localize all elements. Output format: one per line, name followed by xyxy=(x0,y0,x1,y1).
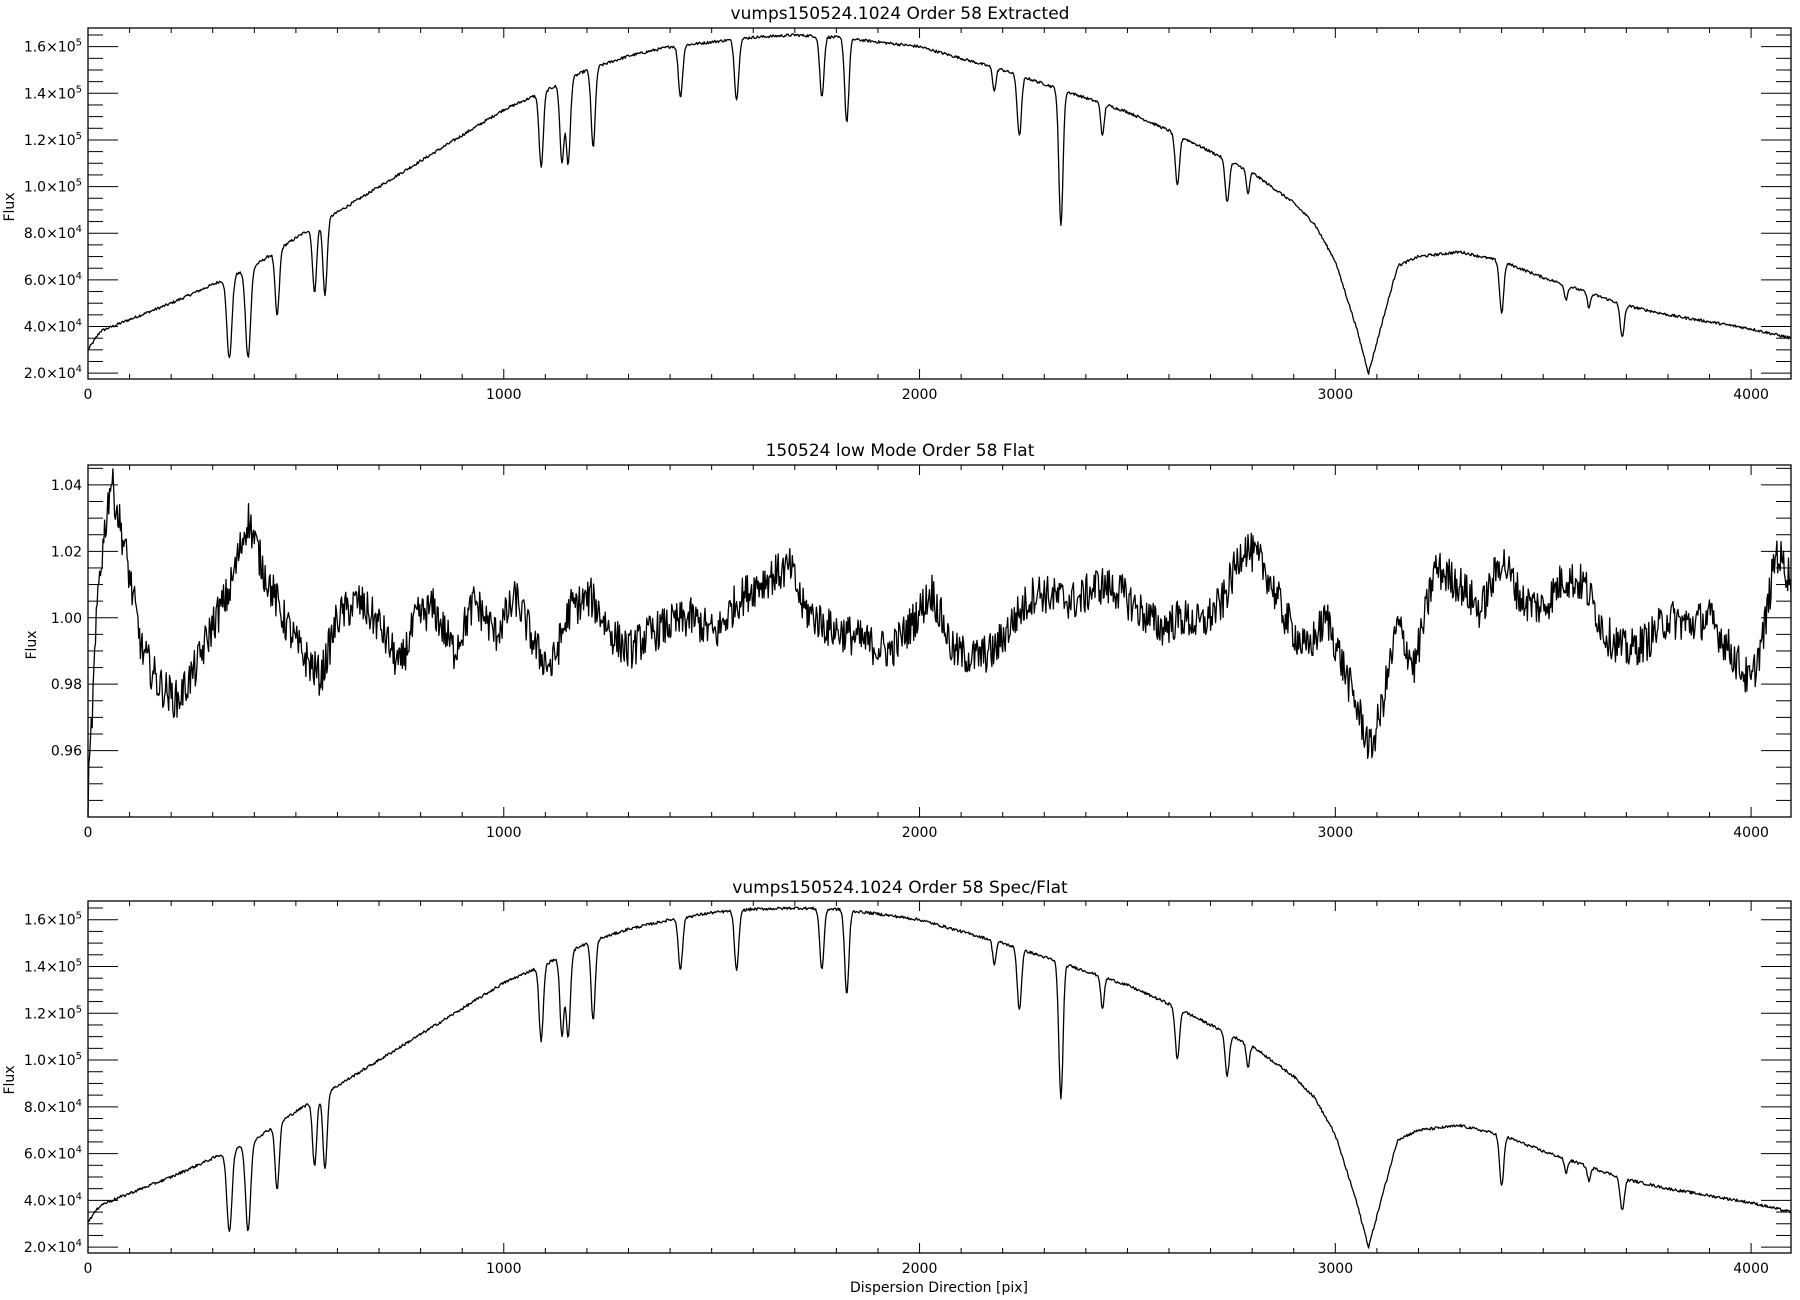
tick-labels: 0 1000 2000 3000 4000 0.96 0.98 1.00 1.02 1.04 xyxy=(51,478,1769,841)
y-tick-label: 1.4×105 xyxy=(24,957,82,975)
y-tick-label: 4.0×104 xyxy=(24,318,82,336)
y-tick-label: 6.0×104 xyxy=(24,271,82,289)
x-tick-label: 1000 xyxy=(486,825,522,841)
x-tick-label: 4000 xyxy=(1733,387,1769,403)
x-tick-label: 3000 xyxy=(1317,387,1353,403)
spectrum-line xyxy=(87,33,1792,375)
x-tick-label: 2000 xyxy=(902,1261,938,1277)
panel-title: 150524 low Mode Order 58 Flat xyxy=(766,441,1035,461)
y-tick-label: 1.2×105 xyxy=(24,1004,82,1022)
extracted-spectrum-panel: vumps150524.1024 Order 58 Extracted Flux… xyxy=(2,4,1792,403)
x-tick-label: 2000 xyxy=(902,825,938,841)
plot-frame xyxy=(87,27,1792,380)
y-axis-label: Flux xyxy=(2,192,18,221)
x-tick-label: 4000 xyxy=(1733,825,1769,841)
tick-labels: 0 1000 2000 3000 4000 2.0×104 4.0×104 6.0×104 8.… xyxy=(24,911,1769,1277)
x-tick-label: 0 xyxy=(84,387,93,403)
y-tick-label: 1.2×105 xyxy=(24,131,82,149)
y-tick-label: 0.96 xyxy=(51,744,82,760)
flat-line xyxy=(87,468,1792,818)
y-axis-label: Flux xyxy=(24,630,40,659)
y-tick-label: 2.0×104 xyxy=(24,1238,82,1256)
axis-ticks xyxy=(87,901,1791,1253)
y-tick-label: 8.0×104 xyxy=(24,224,82,242)
plot-frame xyxy=(87,464,1792,818)
y-axis-label: Flux xyxy=(2,1065,18,1094)
x-tick-label: 2000 xyxy=(902,387,938,403)
y-tick-label: 1.4×105 xyxy=(24,84,82,102)
x-tick-label: 0 xyxy=(84,825,93,841)
y-tick-label: 4.0×104 xyxy=(24,1191,82,1209)
axis-ticks xyxy=(87,28,1791,379)
x-tick-label: 1000 xyxy=(486,1261,522,1277)
x-tick-label: 1000 xyxy=(486,387,522,403)
panel-title: vumps150524.1024 Order 58 Spec/Flat xyxy=(732,878,1068,898)
x-tick-label: 4000 xyxy=(1733,1261,1769,1277)
y-tick-label: 1.0×105 xyxy=(24,1051,82,1069)
spectrum-line xyxy=(87,906,1792,1249)
panel-title: vumps150524.1024 Order 58 Extracted xyxy=(731,4,1070,24)
y-tick-label: 1.02 xyxy=(51,544,82,560)
x-tick-label: 0 xyxy=(84,1261,93,1277)
y-tick-label: 8.0×104 xyxy=(24,1098,82,1116)
y-tick-label: 1.6×105 xyxy=(24,38,82,56)
x-tick-label: 3000 xyxy=(1317,1261,1353,1277)
x-tick-label: 3000 xyxy=(1317,825,1353,841)
flat-panel: 150524 low Mode Order 58 Flat Flux 0 1000… xyxy=(24,441,1792,841)
y-tick-label: 1.6×105 xyxy=(24,911,82,929)
y-tick-label: 2.0×104 xyxy=(24,364,82,382)
spec-flat-panel: vumps150524.1024 Order 58 Spec/Flat Flux… xyxy=(2,878,1792,1296)
tick-labels: 0 1000 2000 3000 4000 2.0×104 4.0×104 6.0×104 8.… xyxy=(24,38,1769,403)
y-tick-label: 0.98 xyxy=(51,677,82,693)
x-axis-label: Dispersion Direction [pix] xyxy=(850,1280,1028,1296)
y-tick-label: 1.04 xyxy=(51,478,82,494)
y-tick-label: 1.0×105 xyxy=(24,178,82,196)
y-tick-label: 1.00 xyxy=(51,611,82,627)
plot-frame xyxy=(87,900,1792,1254)
y-tick-label: 6.0×104 xyxy=(24,1145,82,1163)
